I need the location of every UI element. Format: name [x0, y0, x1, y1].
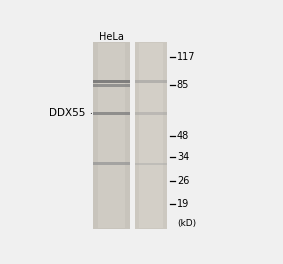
Bar [135, 112, 167, 115]
Bar [135, 163, 167, 165]
Text: 19: 19 [177, 200, 189, 209]
Bar [93, 42, 130, 229]
Bar [139, 43, 163, 228]
Text: DDX55: DDX55 [50, 109, 91, 118]
Bar [93, 162, 130, 165]
Text: (kD): (kD) [177, 219, 196, 228]
Bar [93, 84, 130, 87]
Bar [135, 80, 167, 83]
Text: HeLa: HeLa [99, 32, 124, 42]
Text: 26: 26 [177, 176, 189, 186]
Text: 117: 117 [177, 52, 195, 62]
Bar [93, 80, 130, 83]
Bar [93, 112, 130, 115]
Text: 85: 85 [177, 79, 189, 89]
Bar [98, 43, 125, 228]
Text: 34: 34 [177, 152, 189, 162]
Text: 48: 48 [177, 131, 189, 141]
Bar [135, 42, 167, 229]
